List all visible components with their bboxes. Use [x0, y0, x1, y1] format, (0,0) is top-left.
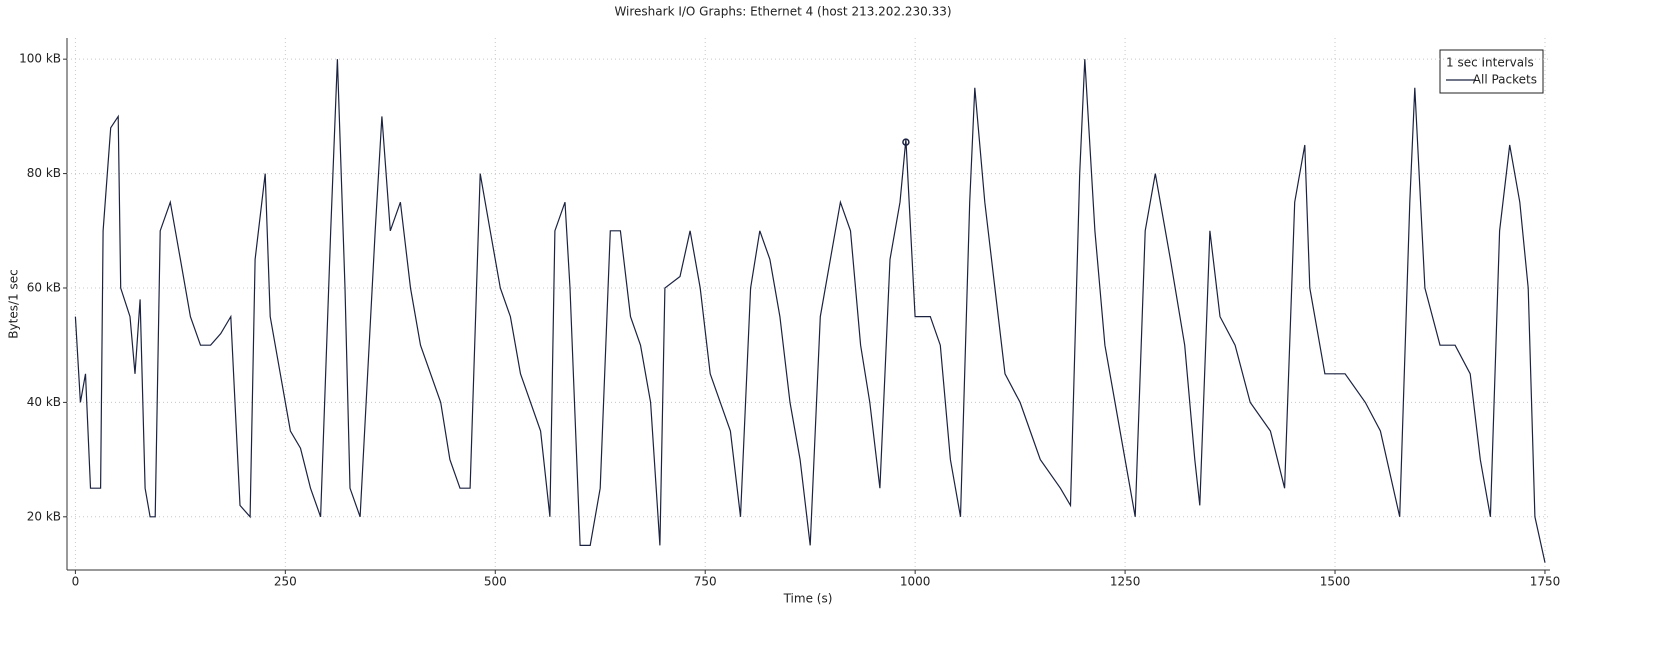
chart-title: Wireshark I/O Graphs: Ethernet 4 (host 2… [614, 5, 951, 19]
x-tick-label: 1000 [900, 575, 931, 589]
x-tick-label: 1250 [1110, 575, 1141, 589]
y-tick-label: 40 kB [27, 395, 61, 409]
x-tick-label: 0 [72, 575, 80, 589]
x-tick-label: 250 [274, 575, 297, 589]
x-tick-label: 1500 [1320, 575, 1351, 589]
x-axis-label: Time (s) [783, 592, 833, 606]
legend-label: All Packets [1473, 73, 1537, 87]
x-tick-label: 500 [484, 575, 507, 589]
y-axis-label: Bytes/1 sec [7, 269, 21, 338]
legend-title: 1 sec Intervals [1446, 56, 1534, 70]
selected-point [902, 138, 910, 146]
legend-box [1439, 49, 1544, 94]
x-tick-label: 750 [694, 575, 717, 589]
y-tick-label: 100 kB [19, 52, 61, 66]
x-tick-label: 1750 [1530, 575, 1561, 589]
data-line [74, 59, 1546, 563]
y-tick-label: 60 kB [27, 280, 61, 294]
y-tick-label: 20 kB [27, 509, 61, 523]
y-tick-label: 80 kB [27, 166, 61, 180]
